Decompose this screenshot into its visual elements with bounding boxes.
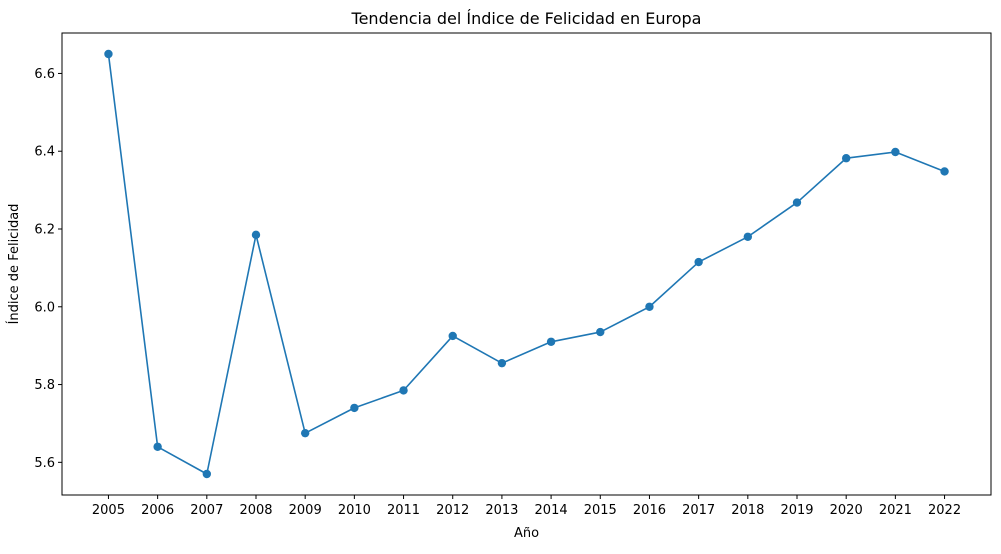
- data-point: [251, 230, 261, 240]
- x-tick-label: 2013: [485, 503, 518, 518]
- x-tick-label: 2018: [731, 503, 764, 518]
- x-tick-label: 2007: [190, 503, 223, 518]
- data-point: [202, 469, 212, 479]
- data-point: [891, 147, 900, 157]
- y-tick-label: 6.2: [34, 223, 55, 238]
- y-tick-label: 6.0: [34, 300, 55, 315]
- x-tick-label: 2015: [584, 503, 617, 518]
- y-tick-label: 5.6: [34, 456, 55, 471]
- series-line: [107, 53, 945, 475]
- data-point: [448, 331, 457, 341]
- x-tick-label: 2009: [289, 503, 322, 518]
- x-tick-label: 2017: [682, 503, 715, 518]
- y-tick-label: 5.8: [34, 378, 55, 393]
- data-point: [546, 337, 556, 346]
- x-tick-label: 2021: [879, 503, 912, 518]
- x-tick-label: 2016: [633, 503, 666, 518]
- data-point: [841, 154, 851, 163]
- x-tick-label: 2012: [436, 503, 469, 518]
- plot-frame: [61, 32, 992, 496]
- x-tick-label: 2006: [141, 503, 174, 518]
- data-point: [596, 327, 605, 337]
- x-tick-label: 2010: [338, 503, 371, 518]
- y-axis-title: Índice de Felicidad: [6, 204, 22, 325]
- x-tick-label: 2008: [239, 503, 272, 518]
- plot-area: 2005 2006 2007 2008 2009 2010 2011 2012 2013 2014…: [34, 32, 992, 518]
- data-point: [743, 232, 753, 241]
- x-tick-label: 2011: [387, 503, 420, 518]
- x-axis-title: Año: [514, 526, 539, 541]
- x-tick-label: 2005: [92, 503, 125, 518]
- x-tick-label: 2022: [928, 503, 961, 518]
- y-tick-label: 6.4: [34, 145, 55, 160]
- y-tick-label: 6.6: [34, 67, 55, 82]
- x-tick-label: 2014: [535, 503, 568, 518]
- data-point: [300, 428, 310, 438]
- data-point: [497, 358, 507, 368]
- data-point: [104, 49, 113, 59]
- data-point: [399, 386, 408, 395]
- data-point: [792, 198, 802, 207]
- data-point: [940, 167, 949, 176]
- x-tick-label: 2019: [780, 503, 813, 518]
- x-tick-label: 2020: [830, 503, 863, 518]
- data-point: [694, 257, 703, 267]
- data-point: [350, 403, 359, 413]
- chart-title: Tendencia del Índice de Felicidad en Eur…: [351, 9, 702, 28]
- data-point: [153, 442, 162, 451]
- data-point: [645, 302, 654, 311]
